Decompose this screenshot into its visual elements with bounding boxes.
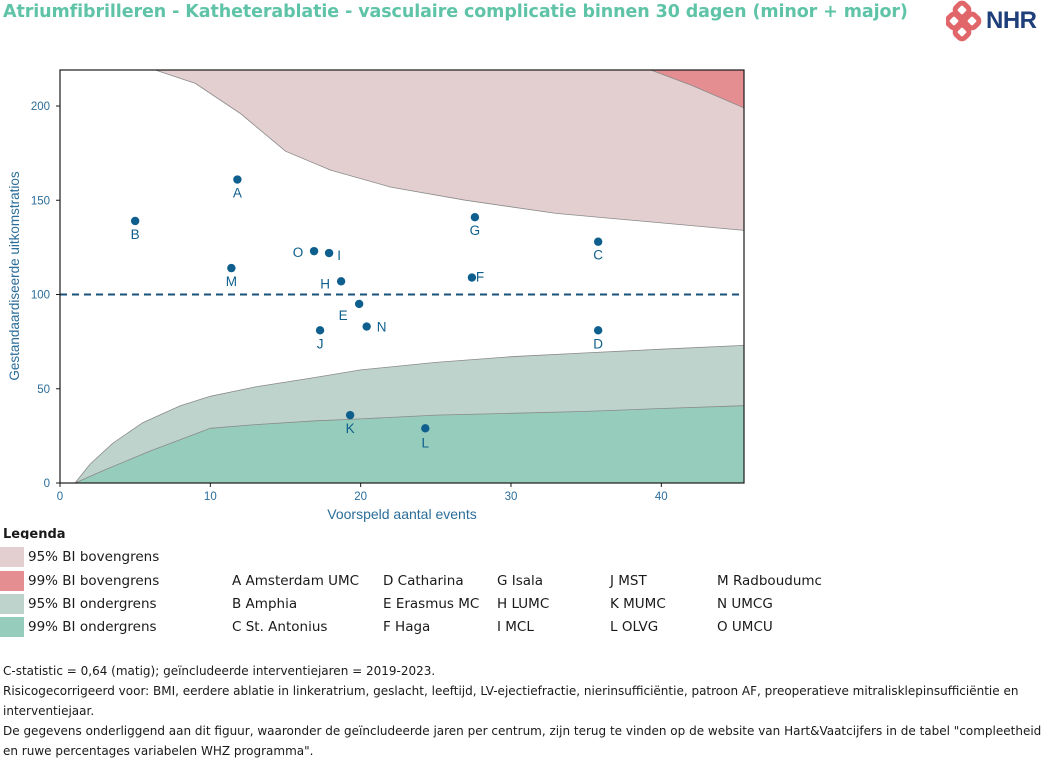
data-point-label-j: J	[317, 336, 324, 351]
hospital-f: F Haga	[383, 619, 431, 635]
data-point-label-n: N	[377, 320, 387, 335]
footnote-cstatistic: C-statistic = 0,64 (matig); geïncludeerd…	[3, 664, 436, 678]
data-point-m	[227, 263, 236, 273]
data-point-label-a: A	[233, 186, 242, 201]
band-lower99-edge	[74, 405, 744, 483]
data-point-label-o: O	[293, 245, 304, 260]
y-tick-label: 150	[31, 195, 50, 207]
data-point-label-c: C	[593, 248, 603, 263]
x-tick-label: 40	[655, 491, 668, 503]
data-point-label-m: M	[226, 274, 237, 289]
legend-label: 99% BI ondergrens	[28, 619, 157, 635]
hospital-m: M Radboudumc	[717, 573, 822, 589]
data-point-o	[309, 246, 319, 256]
plot-frame	[59, 69, 745, 484]
hospital-a: A Amsterdam UMC	[232, 573, 360, 589]
legend-swatch	[0, 547, 24, 567]
band-lower95-edge	[74, 345, 744, 483]
data-point-d	[593, 326, 603, 335]
band-lower99	[75, 405, 744, 483]
data-point-i	[324, 248, 334, 258]
data-point-label-i: I	[337, 248, 341, 263]
x-axis-label: Voorspeld aantal events	[327, 506, 476, 522]
x-tick-label: 30	[505, 491, 518, 503]
y-tick-label: 50	[37, 384, 50, 396]
legend-swatch	[0, 594, 24, 614]
legend-label: 95% BI bovengrens	[28, 549, 160, 565]
y-tick-label: 200	[31, 101, 50, 113]
data-point-e	[354, 299, 364, 309]
data-point-g	[470, 213, 480, 222]
band-upper95	[155, 70, 744, 231]
data-point-j	[315, 326, 325, 335]
data-point-label-h: H	[320, 276, 330, 291]
data-point-label-k: K	[346, 421, 355, 436]
x-tick-label: 10	[204, 491, 217, 503]
data-point-label-e: E	[339, 308, 348, 323]
band-upper99-edge	[649, 70, 744, 109]
footnote-data-source: De gegevens onderliggend aan dit figuur,…	[3, 724, 1042, 758]
data-point-k	[345, 410, 355, 420]
logo-text: NHR	[986, 7, 1037, 34]
data-point-l	[421, 424, 430, 433]
y-tick-label: 100	[31, 290, 50, 302]
hospital-k: K MUMC	[610, 596, 666, 612]
hospital-j: J MST	[610, 573, 647, 589]
hospital-g: G Isala	[497, 573, 544, 589]
hospital-l: L OLVG	[610, 619, 659, 635]
data-point-label-b: B	[131, 227, 140, 242]
hospital-c: C St. Antonius	[232, 619, 328, 635]
legend-title: Legenda	[3, 527, 66, 539]
data-point-label-f: F	[476, 270, 484, 285]
hospital-o: O UMCU	[717, 619, 773, 635]
data-point-f	[467, 273, 477, 282]
band-upper99	[650, 70, 744, 108]
data-point-a	[233, 175, 242, 184]
data-point-label-g: G	[470, 223, 481, 238]
y-axis-label: Gestandaardiseerde uitkomstratios	[7, 171, 22, 381]
x-tick-label: 20	[354, 491, 367, 503]
hospital-b: B Amphia	[232, 596, 298, 612]
hospital-i: I MCL	[497, 619, 534, 635]
data-point-c	[593, 237, 603, 246]
funnel-chart: 0 50 100 150 200 0 10 20 30 40 A B C D E F G HI J K L M N O Vo…	[7, 69, 745, 522]
x-tick-label: 0	[57, 491, 63, 503]
data-point-label-d: D	[593, 336, 603, 351]
legend-label: 95% BI ondergrens	[28, 596, 157, 612]
hospital-d: D Catharina	[383, 573, 464, 589]
y-tick-label: 0	[44, 478, 50, 490]
band-upper95-edge	[154, 70, 744, 231]
hospital-h: H LUMC	[497, 596, 550, 612]
footnote-risk-adjustment: Risicogecorrigeerd voor: BMI, eerdere ab…	[3, 684, 1019, 718]
legend-swatch	[0, 617, 24, 637]
hospital-n: N UMCG	[717, 596, 773, 612]
data-point-h	[336, 277, 346, 286]
data-point-b	[130, 216, 140, 226]
data-point-label-l: L	[422, 435, 430, 450]
nhr-logo-icon	[944, 0, 982, 42]
nhr-logo: NHR	[944, 0, 1058, 44]
data-point-n	[362, 322, 371, 331]
page-title: Atriumfibrilleren - Katheterablatie - va…	[3, 2, 908, 22]
legend-label: 99% BI bovengrens	[28, 573, 160, 589]
hospital-e: E Erasmus MC	[383, 596, 480, 612]
legend-swatch	[0, 571, 24, 591]
